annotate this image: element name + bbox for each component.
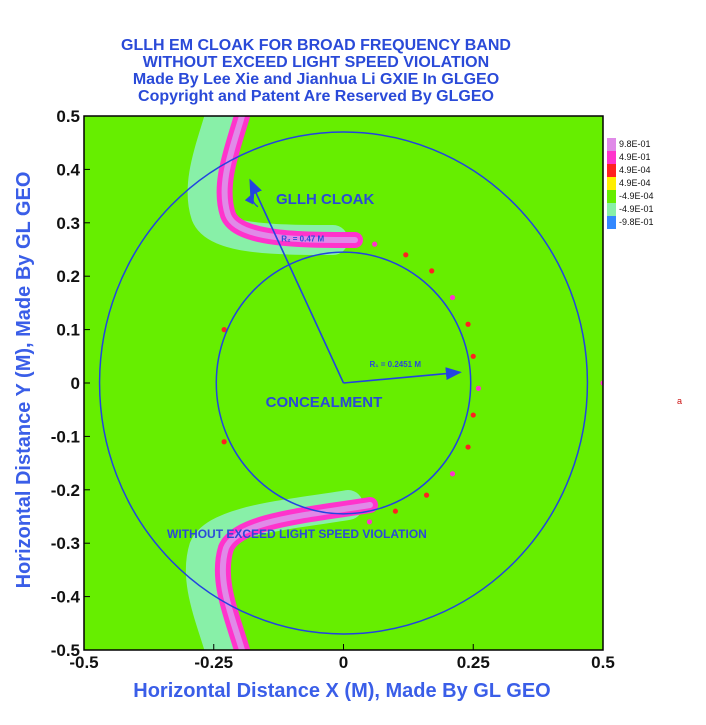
field-speckle bbox=[470, 412, 476, 418]
legend-label: -4.9E-04 bbox=[619, 191, 654, 201]
field-speckle bbox=[470, 353, 476, 359]
y-tick-label: -0.2 bbox=[51, 481, 80, 500]
field-speckle bbox=[366, 519, 373, 525]
y-tick-label: -0.4 bbox=[51, 588, 81, 607]
boundary-circles bbox=[98, 131, 589, 635]
x-tick-label: -0.5 bbox=[69, 653, 98, 672]
inner-boundary-circle bbox=[215, 251, 472, 515]
legend-label: 9.8E-01 bbox=[619, 139, 651, 149]
cloak-pointer bbox=[244, 191, 259, 208]
legend-swatch bbox=[607, 151, 616, 164]
y-tick-label: 0.3 bbox=[56, 214, 80, 233]
y-tick-labels: 0.5 0.4 0.3 0.2 0.1 0 -0.1 -0.2 -0.3 -0.4 -0.5 bbox=[51, 107, 90, 660]
x-axis-title: Horizontal Distance X (M), Made By GL GE… bbox=[133, 680, 550, 702]
legend-label: -4.9E-01 bbox=[619, 204, 654, 214]
title-line-1: GLLH EM CLOAK FOR BROAD FREQUENCY BAND bbox=[121, 37, 511, 54]
r2-arrow bbox=[249, 178, 345, 384]
plot-area bbox=[83, 115, 604, 651]
y-tick-label: 0.2 bbox=[56, 267, 80, 286]
y-tick-label: 0.4 bbox=[56, 160, 80, 179]
field-speckle bbox=[449, 294, 456, 301]
x-tick-label: 0.25 bbox=[457, 653, 490, 672]
r1-arrow bbox=[343, 367, 462, 384]
cloak-field-bands bbox=[185, 116, 603, 650]
y-tick-label: 0.5 bbox=[56, 107, 80, 126]
title-line-4: Copyright and Patent Are Reserved By GLG… bbox=[138, 88, 494, 105]
legend: 9.8E-01 4.9E-01 4.9E-04 4.9E-04 -4.9E-04 -4.9… bbox=[607, 138, 654, 229]
x-tick-label: -0.25 bbox=[194, 653, 233, 672]
legend-label: 4.9E-04 bbox=[619, 165, 651, 175]
x-tick-label: 0.5 bbox=[591, 653, 615, 672]
legend-swatch bbox=[607, 203, 616, 216]
x-tick-label: 0 bbox=[339, 653, 348, 672]
r2-label: R₂ = 0.47 M bbox=[281, 234, 324, 243]
field-speckle bbox=[221, 439, 227, 445]
field-speckle bbox=[372, 241, 378, 247]
legend-swatch bbox=[607, 164, 616, 177]
field-speckle bbox=[449, 471, 456, 477]
chart-title: GLLH EM CLOAK FOR BROAD FREQUENCY BAND W… bbox=[121, 37, 511, 105]
cloak-label: GLLH CLOAK bbox=[276, 191, 374, 208]
violation-label: WITHOUT EXCEED LIGHT SPEED VIOLATION bbox=[167, 527, 427, 541]
field-speckle bbox=[465, 321, 471, 327]
legend-swatch bbox=[607, 216, 616, 229]
legend-swatch bbox=[607, 190, 616, 203]
legend-label: 4.9E-01 bbox=[619, 152, 651, 162]
title-line-2: WITHOUT EXCEED LIGHT SPEED VIOLATION bbox=[143, 54, 489, 71]
field-speckle bbox=[475, 385, 482, 391]
y-axis-title: Horizontal Distance Y (M), Made By GL GE… bbox=[13, 172, 35, 589]
x-tick-labels: -0.5 -0.25 0 0.25 0.5 bbox=[69, 644, 615, 672]
field-speckle bbox=[221, 327, 227, 333]
y-tick-label: -0.1 bbox=[51, 427, 80, 446]
field-speckle bbox=[465, 444, 471, 450]
title-line-3: Made By Lee Xie and Jianhua Li GXIE In G… bbox=[133, 71, 499, 88]
legend-swatch bbox=[607, 138, 616, 151]
outer-boundary-circle bbox=[98, 131, 589, 635]
legend-swatch bbox=[607, 177, 616, 190]
y-tick-label: 0.1 bbox=[56, 321, 80, 340]
legend-label: -9.8E-01 bbox=[619, 217, 654, 227]
field-speckle bbox=[403, 252, 409, 258]
y-tick-label: -0.3 bbox=[51, 534, 80, 553]
field-band-lower-2 bbox=[219, 502, 373, 650]
y-tick-label: 0 bbox=[71, 374, 80, 393]
legend-label: 4.9E-04 bbox=[619, 178, 651, 188]
field-speckle bbox=[429, 268, 435, 274]
radius-arrows bbox=[244, 178, 462, 384]
concealment-label: CONCEALMENT bbox=[266, 394, 383, 411]
field-speckle bbox=[423, 492, 430, 498]
y-tick-label: -0.5 bbox=[51, 641, 80, 660]
field-speckle bbox=[392, 508, 398, 514]
field-band-upper-2 bbox=[221, 116, 358, 243]
edge-marker: a bbox=[677, 396, 682, 406]
r1-label: R₁ = 0.2451 M bbox=[369, 360, 421, 369]
